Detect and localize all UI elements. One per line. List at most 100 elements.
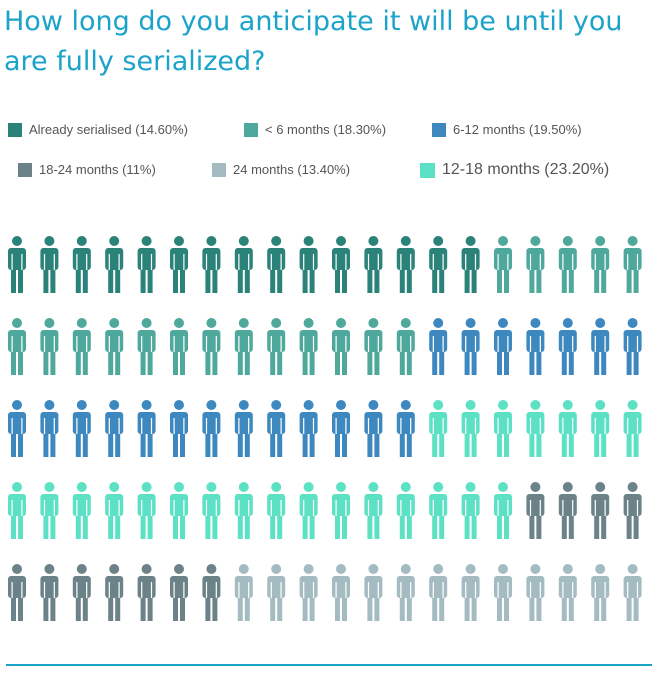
person-icon [364,236,383,293]
person-icon [299,564,318,621]
person-icon [105,236,124,293]
legend-swatch [420,162,435,178]
person-icon [364,400,383,457]
person-icon [591,318,610,375]
person-icon [461,400,480,457]
person-icon [72,564,91,621]
person-icon [396,318,415,375]
person-icon [8,564,26,621]
legend-swatch [212,162,226,177]
person-icon [623,564,642,621]
person-icon [299,236,318,293]
person-icon [396,400,415,457]
person-icon [267,318,286,375]
person-icon [494,482,512,539]
pictograph-chart [8,236,642,621]
legend-label: 6-12 months (19.50%) [453,122,582,137]
person-icon [461,236,480,293]
person-icon [299,482,318,539]
person-icon [461,482,480,539]
person-icon [40,482,59,539]
legend-label: 18-24 months (11%) [39,162,156,177]
person-icon [526,236,545,293]
person-icon [526,564,545,621]
person-icon [234,564,253,621]
person-icon [72,482,91,539]
legend-item-12-18-months: 12-18 months (23.20%) [420,161,609,179]
person-icon [202,236,221,293]
person-icon [299,400,318,457]
person-icon [170,482,188,539]
person-icon [494,564,512,621]
person-icon [558,564,577,621]
legend-swatch [432,122,446,137]
legend-swatch [18,162,32,177]
person-icon [8,482,26,539]
person-icon [8,318,26,375]
person-icon [170,400,188,457]
person-icon [267,236,286,293]
legend-item-18-24-months: 18-24 months (11%) [18,162,156,177]
person-icon [364,482,383,539]
person-icon [170,236,188,293]
person-icon [202,318,221,375]
legend: Already serialised (14.60%) < 6 months (… [0,118,655,198]
person-icon [623,400,642,457]
person-icon [40,400,59,457]
person-icon [429,400,448,457]
bottom-divider [6,664,652,666]
person-icon [461,564,480,621]
person-icon [234,318,253,375]
person-icon [623,482,642,539]
person-icon [461,318,480,375]
person-icon [591,400,610,457]
person-icon [72,318,91,375]
person-icon [494,236,512,293]
person-icon [267,482,286,539]
person-icon [429,318,448,375]
chart-title: How long do you anticipate it will be un… [4,6,623,77]
person-icon [105,318,124,375]
person-icon [332,236,350,293]
person-icon [591,236,610,293]
person-icon [137,400,156,457]
legend-swatch [244,122,258,137]
person-icon [234,482,253,539]
person-icon [332,482,350,539]
person-icon [137,236,156,293]
person-icon [623,236,642,293]
person-icon [170,564,188,621]
person-icon [396,482,415,539]
person-icon [429,482,448,539]
person-icon [558,400,577,457]
person-icon [170,318,188,375]
person-icon [494,400,512,457]
person-icon [234,400,253,457]
person-icon [396,564,415,621]
person-icon [8,400,26,457]
person-icon [202,564,221,621]
person-icon [623,318,642,375]
person-icon [299,318,318,375]
person-icon [105,564,124,621]
person-icon [558,236,577,293]
legend-swatch [8,122,22,137]
person-icon [202,482,221,539]
person-icon [429,564,448,621]
person-icon [137,564,156,621]
person-icon [72,400,91,457]
person-icon [526,318,545,375]
legend-label: Already serialised (14.60%) [29,122,188,137]
person-icon [591,482,610,539]
person-icon [40,318,59,375]
person-icon [558,318,577,375]
legend-item-under-6-months: < 6 months (18.30%) [244,122,386,137]
person-icon [234,236,253,293]
legend-item-already-serialised: Already serialised (14.60%) [8,122,188,137]
person-icon [429,236,448,293]
person-icon [105,482,124,539]
person-icon [558,482,577,539]
person-icon [40,236,59,293]
legend-item-6-12-months: 6-12 months (19.50%) [432,122,582,137]
legend-item-24-months: 24 months (13.40%) [212,162,350,177]
